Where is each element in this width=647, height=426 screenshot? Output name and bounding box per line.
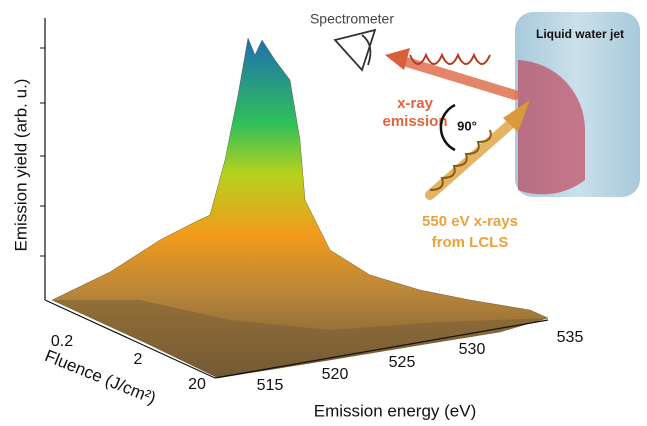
incident-label: 550 eV x-rays (422, 213, 518, 230)
spectrometer-icon (333, 28, 377, 72)
fluence-tick: 20 (188, 376, 206, 393)
angle-arc (439, 103, 456, 152)
energy-tick: 515 (257, 377, 284, 394)
fluence-axis (44, 299, 216, 379)
incident-beam (425, 115, 520, 200)
fluence-tick: 0.2 (51, 333, 73, 350)
incident-arrowhead (503, 100, 530, 132)
emission-arrowhead (385, 48, 410, 70)
incident-helix (429, 129, 492, 191)
y-axis-label: Emission yield (arb. u.) (11, 79, 30, 252)
energy-tick: 530 (459, 341, 486, 358)
jet-label: Liquid water jet (536, 27, 624, 41)
surface (51, 37, 549, 379)
angle-label: 90° (457, 118, 477, 133)
emission-label: emission (382, 113, 447, 130)
surface-shade (52, 300, 548, 378)
angle-badge (452, 112, 482, 142)
energy-tick: 535 (557, 329, 584, 346)
jet-sphere (518, 60, 586, 195)
energy-tick: 525 (389, 354, 416, 371)
energy-tick: 520 (322, 366, 349, 383)
energy-axis-label: Emission energy (eV) (314, 401, 477, 420)
emission-beam (395, 55, 520, 100)
emission-helix (409, 52, 491, 65)
incident-label: from LCLS (432, 234, 509, 251)
y-axis-ticks (40, 47, 45, 257)
emission-label: x-ray (397, 95, 434, 112)
fluence-tick: 2 (134, 351, 143, 368)
energy-axis (214, 319, 549, 379)
spectrometer-label: Spectrometer (310, 11, 394, 27)
